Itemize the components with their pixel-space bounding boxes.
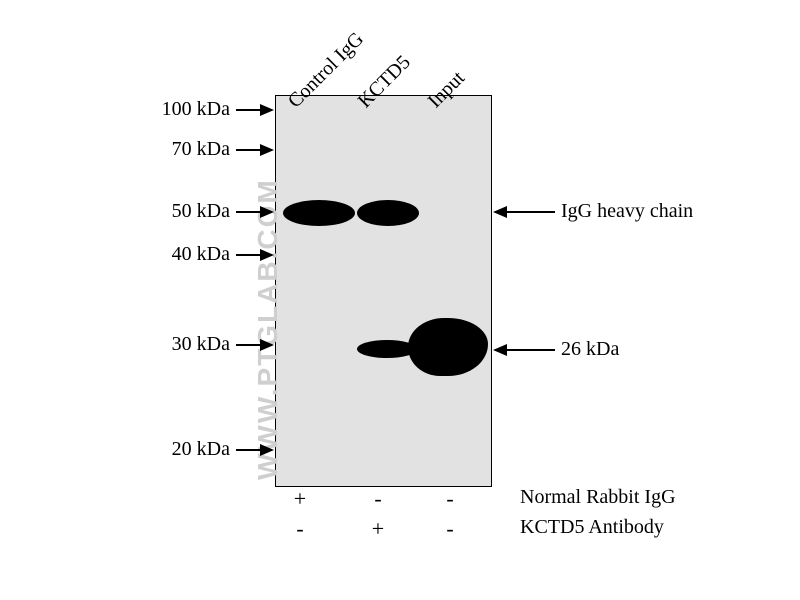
- mw-marker-arrow: [226, 245, 282, 265]
- matrix-cell: -: [438, 516, 462, 542]
- mw-marker-arrow: [226, 335, 282, 355]
- mw-marker-arrow: [226, 202, 282, 222]
- matrix-cell: +: [288, 486, 312, 512]
- mw-marker-label: 20 kDa: [172, 438, 230, 461]
- right-label-arrow: [485, 202, 565, 222]
- blot-membrane: [275, 95, 492, 487]
- matrix-cell: -: [438, 486, 462, 512]
- mw-marker-arrow: [226, 140, 282, 160]
- matrix-cell: -: [366, 486, 390, 512]
- mw-marker-arrow: [226, 100, 282, 120]
- right-label-arrow: [485, 340, 565, 360]
- mw-marker-label: 30 kDa: [172, 333, 230, 356]
- matrix-row-label: Normal Rabbit IgG: [520, 486, 676, 509]
- mw-marker-arrow: [226, 440, 282, 460]
- mw-marker-label: 70 kDa: [172, 138, 230, 161]
- band: [357, 200, 419, 226]
- mw-marker-label: 100 kDa: [162, 98, 230, 121]
- band: [283, 200, 355, 226]
- matrix-cell: +: [366, 516, 390, 542]
- right-label: IgG heavy chain: [561, 200, 693, 223]
- matrix-cell: -: [288, 516, 312, 542]
- mw-marker-label: 50 kDa: [172, 200, 230, 223]
- right-label: 26 kDa: [561, 338, 619, 361]
- mw-marker-label: 40 kDa: [172, 243, 230, 266]
- watermark: WWW.PTGLAB.COM: [252, 178, 284, 480]
- matrix-row-label: KCTD5 Antibody: [520, 516, 664, 539]
